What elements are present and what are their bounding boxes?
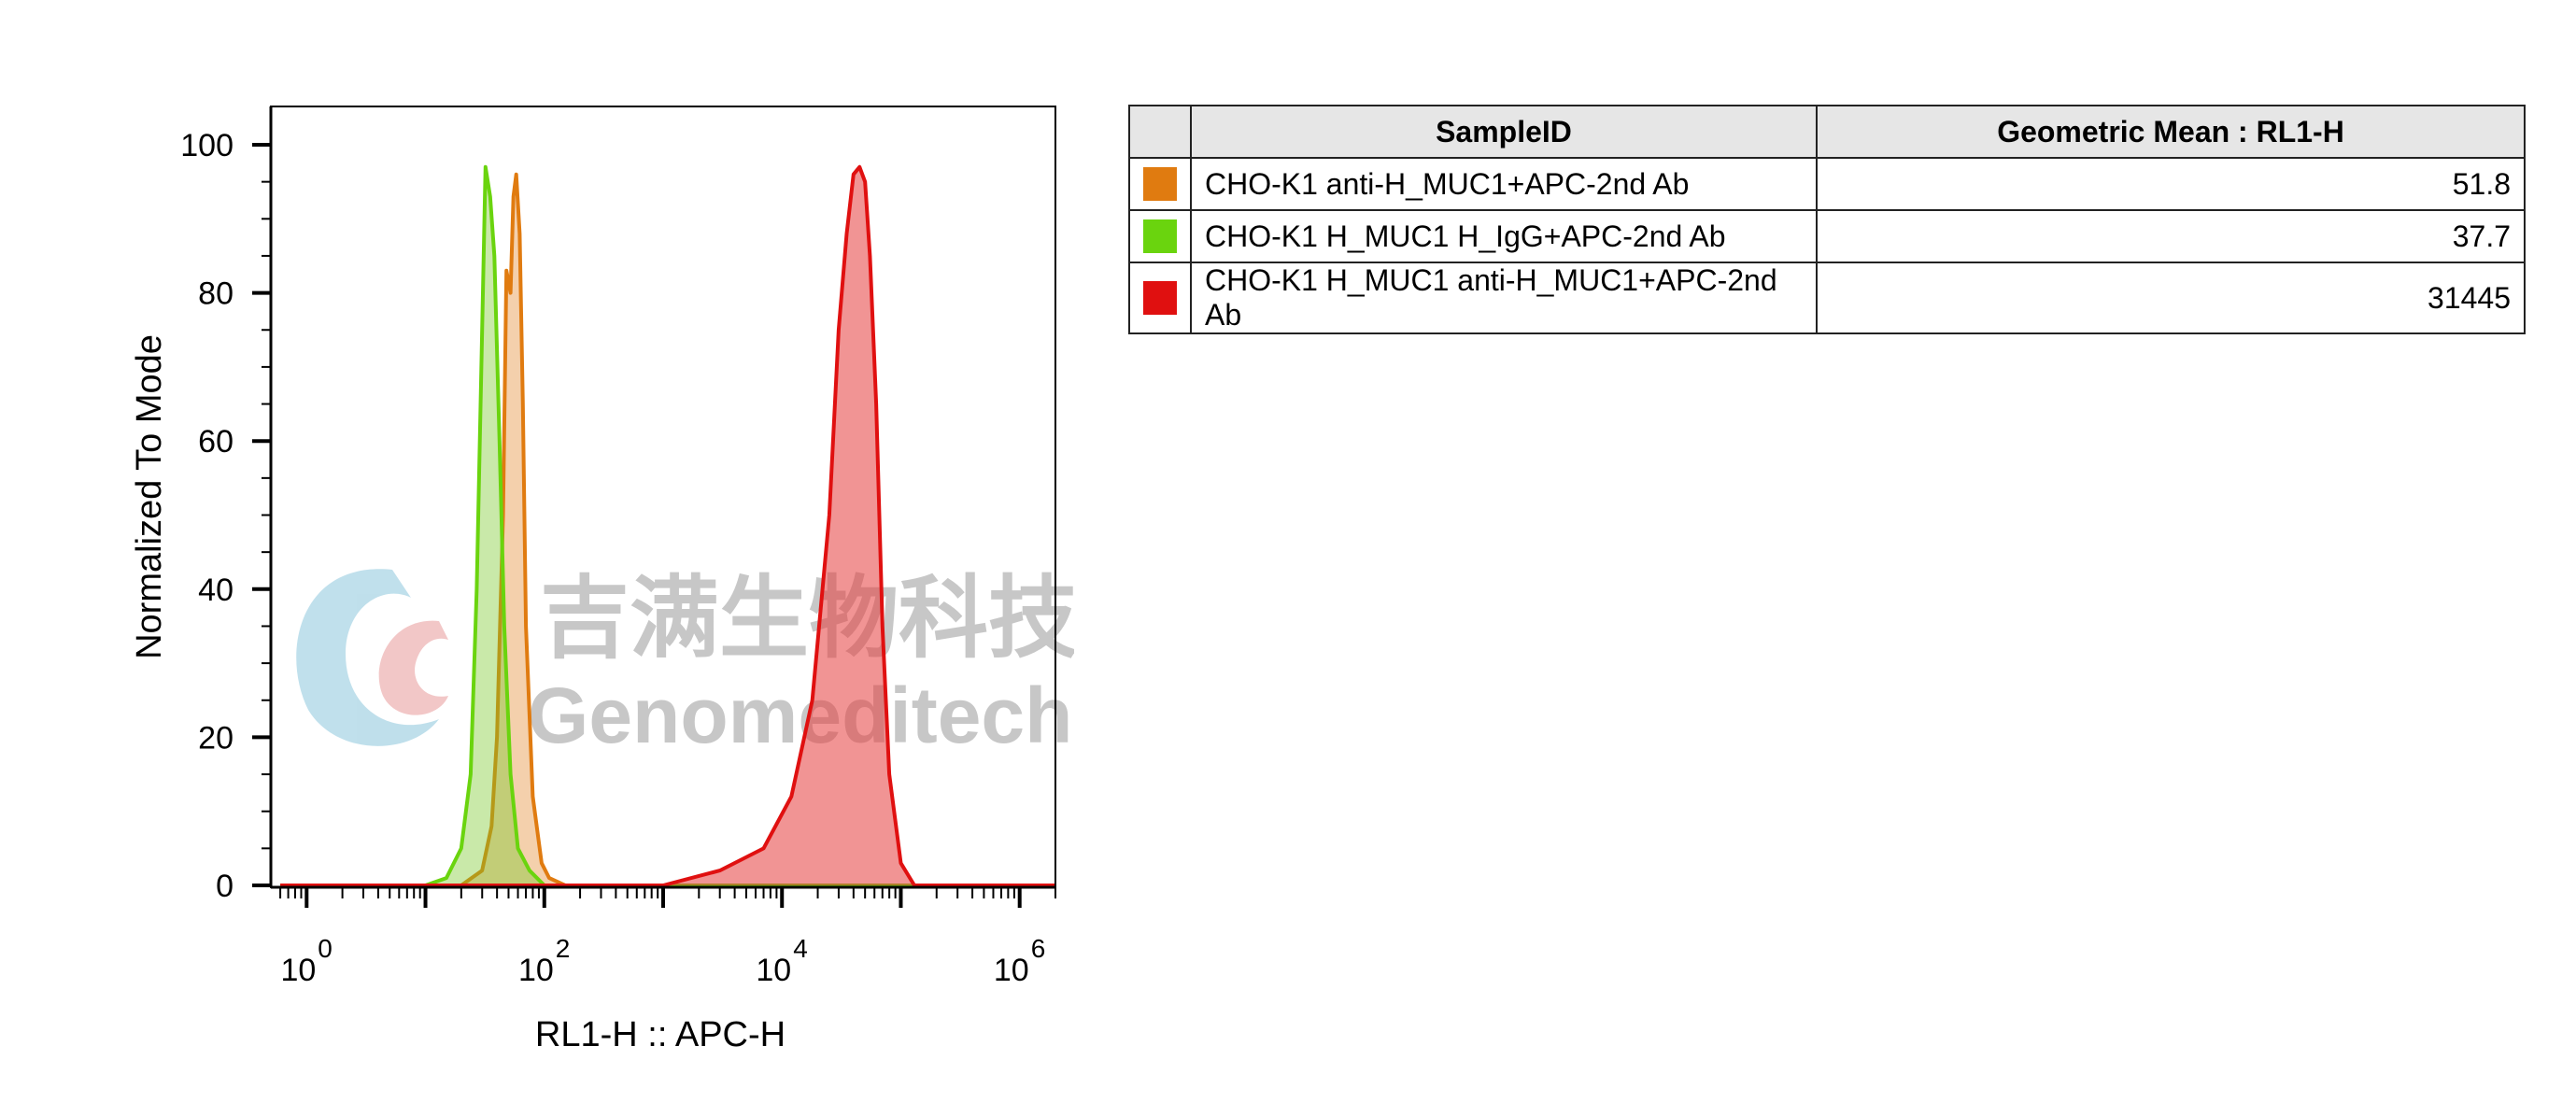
row-swatch-cell	[1128, 157, 1192, 211]
x-tick-exponent: 6	[1031, 934, 1046, 963]
geometric-mean: 37.7	[1816, 209, 2526, 263]
y-axis: 0 20 40 60 80 100	[180, 106, 273, 904]
statistics-table: SampleID Geometric Mean : RL1-H CHO-K1 a…	[1128, 105, 2526, 334]
color-swatch	[1143, 219, 1177, 253]
table-header-row: SampleID Geometric Mean : RL1-H	[1128, 105, 2526, 159]
x-tick-label: 10	[518, 953, 554, 988]
x-tick-exponent: 4	[793, 934, 808, 963]
y-tick-label: 40	[198, 573, 234, 608]
series-line-3	[280, 164, 1055, 887]
watermark-cn: 吉满生物科技	[540, 566, 1074, 671]
series-area-1	[280, 174, 1056, 885]
series-area-3	[280, 166, 1056, 886]
x-tick-exponent: 2	[556, 934, 571, 963]
sample-id: CHO-K1 H_MUC1 anti-H_MUC1+APC-2nd Ab	[1190, 262, 1818, 334]
x-tick-exponent: 0	[318, 934, 333, 963]
y-tick-label: 60	[198, 424, 234, 460]
header-swatch	[1128, 105, 1192, 159]
watermark-logo-mark	[296, 569, 439, 746]
header-sampleid: SampleID	[1190, 105, 1818, 159]
x-tick-label: 10	[756, 953, 791, 988]
header-geometric-mean: Geometric Mean : RL1-H	[1816, 105, 2526, 159]
watermark-en: Genomeditech	[528, 672, 1072, 759]
sample-id: CHO-K1 H_MUC1 H_IgG+APC-2nd Ab	[1190, 209, 1818, 263]
watermark-logo-mark-red	[378, 620, 448, 715]
row-swatch-cell	[1128, 262, 1192, 334]
y-axis-title: Normalized To Mode	[130, 334, 169, 659]
plot-frame	[270, 106, 1056, 888]
watermark-logo: 吉满生物科技 Genomeditech	[296, 566, 1074, 759]
series-area-2	[280, 166, 1056, 886]
series-line-2	[280, 164, 1055, 887]
series-line-1	[280, 172, 1055, 887]
y-tick-label: 80	[198, 276, 234, 312]
color-swatch	[1143, 167, 1177, 201]
y-tick-label: 100	[180, 128, 234, 163]
geometric-mean: 51.8	[1816, 157, 2526, 211]
sample-id: CHO-K1 anti-H_MUC1+APC-2nd Ab	[1190, 157, 1818, 211]
table-row: CHO-K1 H_MUC1 H_IgG+APC-2nd Ab 37.7	[1128, 209, 2526, 263]
x-tick-label: 10	[994, 953, 1029, 988]
x-tick-label: 10	[280, 953, 316, 988]
table-row: CHO-K1 H_MUC1 anti-H_MUC1+APC-2nd Ab 314…	[1128, 262, 2526, 334]
row-swatch-cell	[1128, 209, 1192, 263]
table-row: CHO-K1 anti-H_MUC1+APC-2nd Ab 51.8	[1128, 157, 2526, 211]
y-tick-label: 0	[216, 869, 234, 904]
geometric-mean: 31445	[1816, 262, 2526, 334]
series-layer	[280, 164, 1056, 887]
y-tick-label: 20	[198, 720, 234, 756]
color-swatch	[1143, 281, 1177, 315]
x-axis-title: RL1-H :: APC-H	[535, 1015, 786, 1054]
